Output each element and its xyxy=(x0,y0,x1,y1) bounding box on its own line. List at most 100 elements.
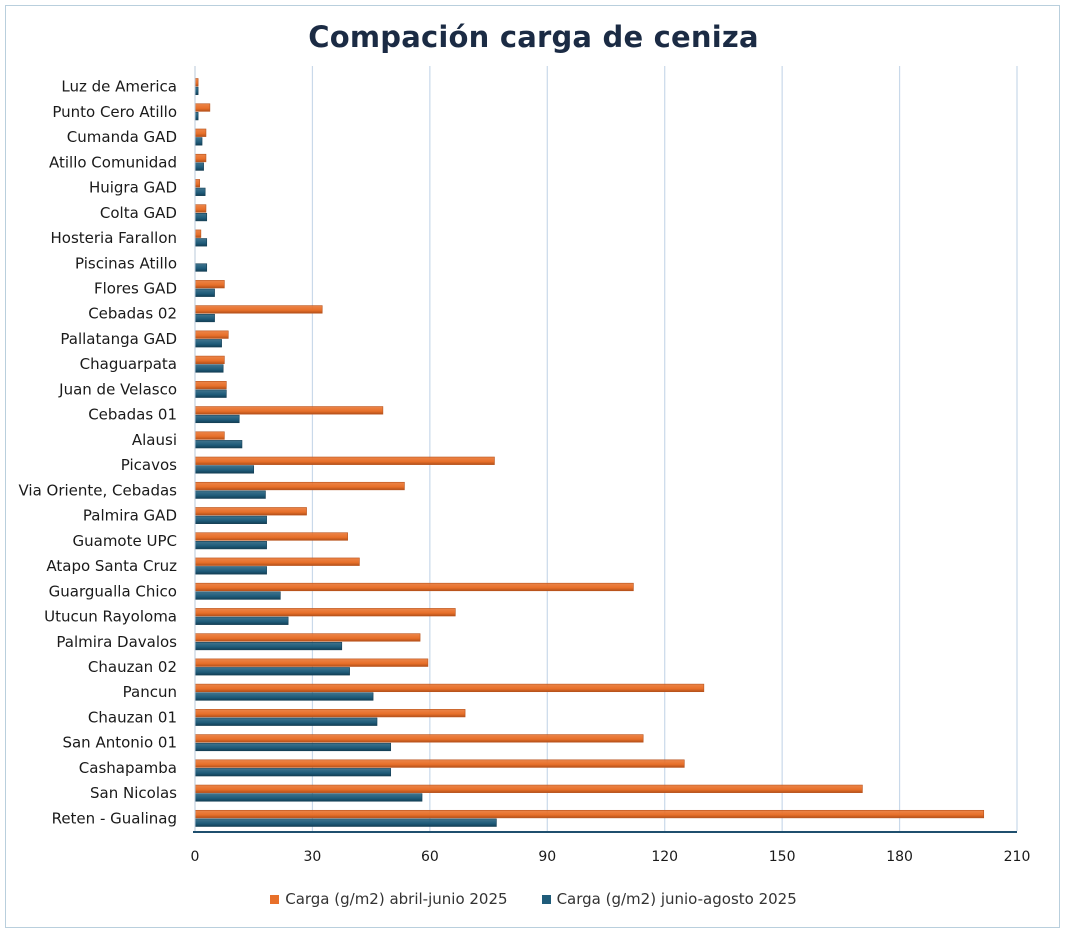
bar-abril-junio xyxy=(194,128,207,137)
category-label: Piscinas Atillo xyxy=(75,254,177,272)
bar-junio-agosto xyxy=(194,364,224,373)
category-label: Guargualla Chico xyxy=(49,582,177,600)
bar-abril-junio xyxy=(194,709,466,718)
bar-junio-agosto xyxy=(194,162,204,171)
category-label: Palmira Davalos xyxy=(56,633,177,651)
category-label: Cumanda GAD xyxy=(67,128,177,146)
bar-junio-agosto xyxy=(194,641,343,651)
bar-abril-junio xyxy=(194,683,705,693)
legend-item-series-2: Carga (g/m2) junio-agosto 2025 xyxy=(541,890,797,908)
x-tick-label: 150 xyxy=(769,849,796,865)
bar-junio-agosto xyxy=(194,515,267,524)
bar-abril-junio xyxy=(194,229,202,238)
bar-abril-junio xyxy=(194,381,227,390)
legend-swatch-blue xyxy=(541,894,551,904)
category-label: Hosteria Farallon xyxy=(51,229,178,247)
bar-abril-junio xyxy=(194,179,200,188)
bar-junio-agosto xyxy=(194,440,243,449)
category-label: Chauzan 02 xyxy=(88,658,177,676)
bar-abril-junio xyxy=(194,557,360,566)
category-label: Reten - Gualinag xyxy=(52,809,177,827)
category-label: Colta GAD xyxy=(100,204,177,222)
category-label: Via Oriente, Cebadas xyxy=(18,481,177,499)
x-tick-label: 0 xyxy=(191,849,200,865)
bar-abril-junio xyxy=(194,608,456,617)
category-label: Pancun xyxy=(123,683,177,701)
bar-junio-agosto xyxy=(194,818,497,827)
bar-junio-agosto xyxy=(194,263,208,272)
category-label: Flores GAD xyxy=(94,279,177,297)
axes: 0 30 60 90 120 150 180 210 Luz de America Punto C… xyxy=(18,66,1030,865)
x-tick-label: 30 xyxy=(304,849,322,865)
category-label: Chauzan 01 xyxy=(88,708,177,726)
bar-abril-junio xyxy=(194,204,207,213)
bar-junio-agosto xyxy=(194,465,255,474)
bar-junio-agosto xyxy=(194,414,240,424)
bar-abril-junio xyxy=(194,734,644,743)
category-label: Chaguarpata xyxy=(80,355,177,373)
category-label: Alausi xyxy=(132,431,177,449)
x-tick-label: 120 xyxy=(651,849,678,865)
bar-abril-junio xyxy=(194,355,225,364)
category-label: Cashapamba xyxy=(79,759,177,777)
bar-abril-junio xyxy=(194,431,225,440)
category-label: Punto Cero Atillo xyxy=(52,103,177,121)
category-label: Utucun Rayoloma xyxy=(44,608,177,626)
x-tick-label: 180 xyxy=(886,849,913,865)
bar-junio-agosto xyxy=(194,742,392,752)
bar-abril-junio xyxy=(194,784,863,793)
bar-junio-agosto xyxy=(194,490,266,499)
category-label: Atillo Comunidad xyxy=(49,153,177,171)
bar-abril-junio xyxy=(194,103,211,112)
bar-junio-agosto xyxy=(194,616,289,625)
bar-abril-junio xyxy=(194,280,225,289)
category-label: Cebadas 01 xyxy=(88,406,177,424)
bar-junio-agosto xyxy=(194,313,215,323)
bar-junio-agosto xyxy=(194,591,281,600)
bar-abril-junio xyxy=(194,809,985,819)
x-tick-label: 210 xyxy=(1004,849,1031,865)
bar-junio-agosto xyxy=(194,541,267,550)
x-tick-label: 60 xyxy=(421,849,439,865)
category-label: Atapo Santa Cruz xyxy=(46,557,177,575)
bar-abril-junio xyxy=(194,406,384,415)
bar-junio-agosto xyxy=(194,692,374,701)
category-label: Guamote UPC xyxy=(73,532,178,550)
category-label: Juan de Velasco xyxy=(58,380,177,398)
bar-junio-agosto xyxy=(194,768,392,777)
category-label: Luz de America xyxy=(61,78,177,96)
bar-junio-agosto xyxy=(194,137,203,146)
category-label: Picavos xyxy=(121,456,177,474)
gridlines xyxy=(311,66,1018,831)
legend-label-series-2: Carga (g/m2) junio-agosto 2025 xyxy=(556,890,797,908)
legend-item-series-1: Carga (g/m2) abril-junio 2025 xyxy=(270,890,508,908)
bar-abril-junio xyxy=(194,330,229,339)
bar-junio-agosto xyxy=(194,793,423,802)
bar-abril-junio xyxy=(194,305,323,314)
bar-junio-agosto xyxy=(194,389,227,398)
bar-junio-agosto xyxy=(194,717,378,726)
bar-abril-junio xyxy=(194,759,685,768)
bar-junio-agosto xyxy=(194,187,206,196)
bars xyxy=(194,78,985,827)
legend-swatch-orange xyxy=(270,894,280,904)
category-label: Huigra GAD xyxy=(89,179,177,197)
chart-title: Compación carga de ceniza xyxy=(308,20,759,54)
chart-frame xyxy=(5,5,1060,928)
bar-junio-agosto xyxy=(194,288,215,297)
bar-abril-junio xyxy=(194,456,495,465)
bar-abril-junio xyxy=(194,633,421,642)
category-label: Pallatanga GAD xyxy=(60,330,177,348)
bar-abril-junio xyxy=(194,532,348,541)
x-tick-label: 90 xyxy=(538,849,556,865)
bar-junio-agosto xyxy=(194,212,208,222)
category-label: San Nicolas xyxy=(90,784,177,802)
bar-junio-agosto xyxy=(194,667,350,676)
category-label: Cebadas 02 xyxy=(88,305,177,323)
legend-label-series-1: Carga (g/m2) abril-junio 2025 xyxy=(285,890,508,908)
bar-junio-agosto xyxy=(194,238,208,247)
category-label: San Antonio 01 xyxy=(62,734,177,752)
bar-abril-junio xyxy=(194,658,429,667)
category-label: Palmira GAD xyxy=(83,507,177,525)
